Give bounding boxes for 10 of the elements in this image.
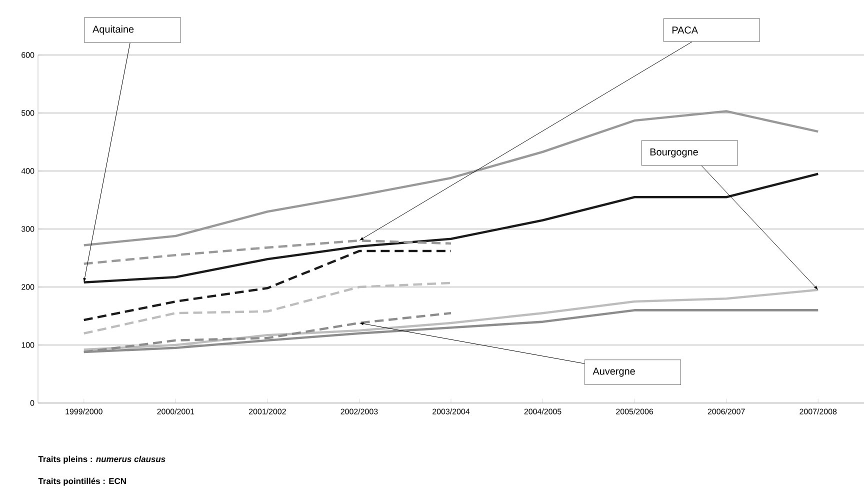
annotation: Auvergne (592, 368, 635, 377)
annotation: PACA (672, 26, 698, 34)
line-series (82, 172, 820, 284)
line-series (82, 250, 452, 322)
annotation: Aquitaine (92, 25, 134, 35)
text: Traits pointillés : ECN (38, 478, 126, 486)
line-series (82, 110, 820, 246)
annotation: Bourgogne (650, 148, 698, 158)
text: Traits pleins : numerus clausus (38, 456, 166, 464)
line-series (82, 282, 452, 335)
